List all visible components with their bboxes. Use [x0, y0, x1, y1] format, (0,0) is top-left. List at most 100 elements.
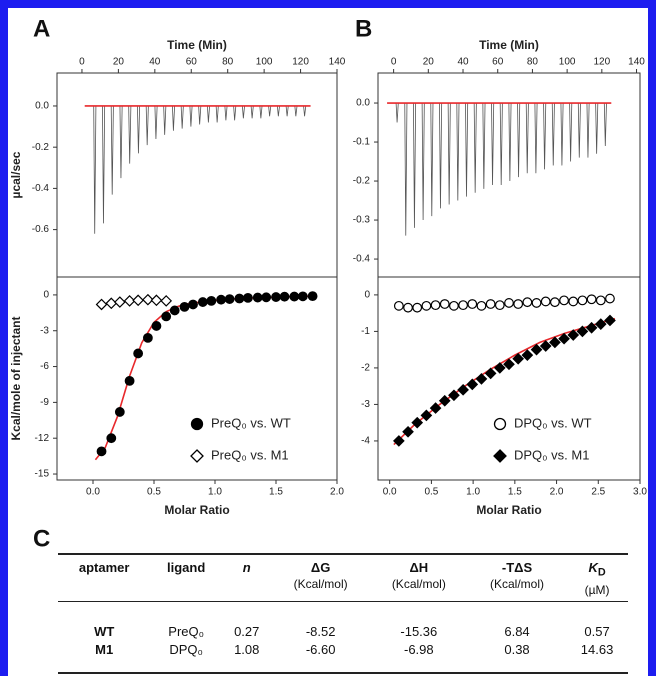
injection-peak [241, 105, 245, 119]
data-point [604, 314, 616, 327]
injection-peak [508, 103, 512, 182]
data-point [449, 300, 459, 311]
data-point [234, 293, 245, 304]
panel-label: B [355, 15, 372, 42]
data-point [539, 340, 552, 352]
table-cell: -6.98 [369, 640, 468, 674]
data-point [531, 298, 542, 308]
data-point [421, 300, 432, 311]
data-point [393, 435, 405, 447]
table-cell: -8.52 [305, 623, 336, 639]
x-tick-label: 40 [149, 57, 161, 68]
x-tick-label: 20 [423, 57, 435, 68]
data-point [476, 300, 487, 311]
data-point [289, 291, 300, 302]
y-axis-title: µcal/sec [9, 151, 23, 198]
data-point [169, 305, 180, 316]
injection-peak [102, 105, 106, 224]
data-point [95, 298, 108, 311]
results-table: aptamer ligand n ΔG (Kcal/mol) ΔH (Kcal/mol) -T… [58, 552, 628, 674]
x-tick-label: 2.0 [330, 487, 344, 498]
x-tick-label: 120 [593, 57, 610, 68]
injection-peak [430, 103, 434, 217]
data-point [133, 348, 144, 359]
data-point [105, 297, 118, 310]
data-point [142, 293, 154, 306]
y-tick-label: -12 [35, 433, 50, 444]
legend-marker [493, 417, 507, 431]
injection-peak [268, 105, 272, 117]
data-point [160, 295, 173, 307]
data-point [605, 293, 615, 304]
y-tick-label: 0 [43, 290, 49, 301]
x-axis-title: Molar Ratio [476, 503, 541, 517]
data-point [161, 311, 172, 322]
injection-peak [250, 105, 254, 119]
data-point [420, 409, 433, 422]
plot-frame [56, 276, 338, 481]
injection-peak [413, 103, 417, 228]
y-tick-label: -0.2 [353, 176, 371, 187]
legend-marker [190, 449, 204, 463]
data-point [393, 300, 404, 311]
injection-peak [224, 105, 228, 121]
data-point [577, 295, 588, 306]
y-tick-label: 0.0 [356, 98, 370, 109]
injection-peak [551, 103, 555, 166]
injection-peak [465, 103, 469, 197]
column-header: KD (µM) [566, 552, 628, 602]
header-label: n [242, 560, 251, 575]
data-point [549, 297, 560, 308]
data-point [224, 294, 235, 304]
column-header: ΔG (Kcal/mol) [271, 552, 370, 602]
table-cell: DPQ₀ [150, 640, 222, 674]
x-tick-label: 2.0 [550, 487, 564, 498]
plot-frame [377, 276, 641, 481]
data-point [567, 329, 580, 341]
data-point [439, 299, 450, 309]
injection-peak [499, 103, 503, 185]
table-cell: 1.08 [221, 640, 272, 674]
data-point [522, 297, 533, 308]
injection-peak [447, 103, 451, 205]
x-axis-title: Molar Ratio [164, 503, 229, 517]
data-point [595, 295, 606, 306]
injection-peak [303, 105, 307, 117]
injection-peak [473, 103, 477, 193]
x-tick-label: 60 [492, 57, 504, 68]
table-cell: WT [94, 623, 115, 639]
x-tick-label: 120 [292, 57, 309, 68]
x-tick-label: 100 [256, 57, 273, 68]
injection-peak [439, 103, 443, 209]
data-point [530, 343, 543, 356]
x-tick-label: 3.0 [633, 487, 647, 498]
data-point [549, 336, 561, 349]
x-tick-label: 0.0 [383, 487, 397, 498]
column-header: n [221, 552, 272, 602]
x-tick-label: 1.5 [508, 487, 522, 498]
legend-marker [493, 449, 507, 463]
injection-peak [543, 103, 547, 170]
injection-peak [276, 105, 280, 117]
data-point [271, 292, 281, 302]
injection-peak [172, 105, 176, 131]
x-tick-label: 1.0 [466, 487, 480, 498]
injection-peak [206, 105, 210, 123]
x-tick-label: 60 [186, 57, 198, 68]
data-point [512, 352, 525, 365]
x-tick-label: 140 [628, 57, 645, 68]
legend-label: PreQ₀ vs. WT [211, 415, 291, 430]
injection-peak [534, 103, 538, 174]
data-point [504, 298, 514, 308]
injection-peak [577, 103, 581, 158]
data-point [402, 425, 414, 438]
x-tick-label: 1.5 [269, 487, 283, 498]
y-tick-label: -0.2 [32, 142, 50, 153]
data-point [243, 292, 253, 303]
data-point [576, 325, 589, 338]
x-tick-label: 80 [527, 57, 539, 68]
header-label: KD [588, 560, 605, 579]
table-cell: 0.27 [234, 623, 260, 639]
data-point [411, 416, 424, 429]
